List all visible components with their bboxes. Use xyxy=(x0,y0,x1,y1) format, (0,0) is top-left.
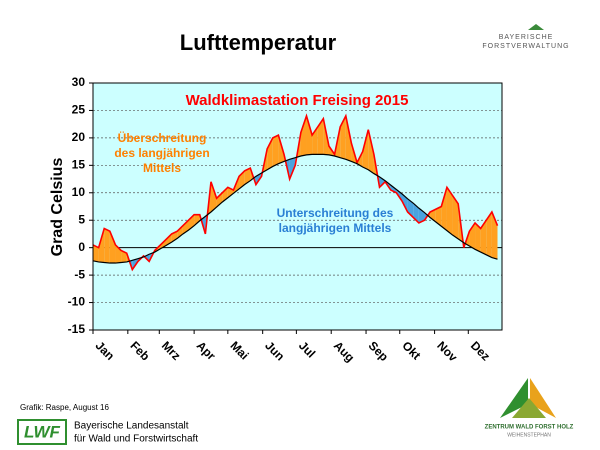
y-tick-label: 10 xyxy=(72,185,86,199)
deviation-fill xyxy=(446,187,453,236)
logo-top: BAYERISCHE xyxy=(499,34,554,41)
plot-frame xyxy=(92,82,503,331)
lwf-logo-box xyxy=(17,419,67,445)
deviation-fill xyxy=(306,115,313,155)
y-tick-label: 30 xyxy=(72,75,86,89)
x-tick-label: Okt xyxy=(399,338,423,362)
deviation-fill xyxy=(272,135,279,167)
logo-roof xyxy=(528,24,544,30)
deviation-fill xyxy=(379,176,386,188)
x-tick-label: Jul xyxy=(296,338,318,360)
lwf-logo: LWF xyxy=(24,422,60,441)
credit: Grafik: Raspe, August 16 xyxy=(20,403,109,412)
y-tick-label: 25 xyxy=(72,103,86,117)
deviation-fill xyxy=(452,195,459,239)
y-tick-label: -5 xyxy=(74,267,85,281)
annotation: Überschreitung xyxy=(118,130,207,145)
deviation-fill xyxy=(121,250,127,263)
x-tick-label: Dez xyxy=(468,338,493,363)
annotation: Mittels xyxy=(143,161,181,175)
series-line xyxy=(92,113,499,272)
x-tick-label: Mai xyxy=(227,338,251,362)
deviation-fill xyxy=(441,187,447,231)
x-tick-label: Apr xyxy=(194,338,219,363)
annotation: des langjährigen xyxy=(114,146,209,160)
deviation-fill xyxy=(93,244,99,262)
x-tick-label: Feb xyxy=(127,338,152,363)
annotation: Unterschreitung des xyxy=(277,206,394,220)
deviation-fill xyxy=(104,228,110,264)
deviation-fill xyxy=(345,115,352,162)
logo-bottom: FORSTVERWALTUNG xyxy=(482,43,569,50)
x-tick-label: Mrz xyxy=(159,338,184,363)
institute-line1: Bayerische Landesanstalt xyxy=(74,421,189,432)
x-tick-label: Sep xyxy=(366,338,391,363)
center-logo-left xyxy=(500,378,528,418)
deviation-fill xyxy=(475,222,481,253)
y-tick-label: -15 xyxy=(68,322,86,336)
deviation-fill xyxy=(216,192,223,208)
center-line2: WEIHENSTEPHAN xyxy=(507,432,551,438)
deviation-fill xyxy=(300,115,307,157)
deviation-fill xyxy=(390,185,397,193)
deviation-fill xyxy=(177,225,183,239)
chart-title: Waldklimastation Freising 2015 xyxy=(186,92,409,109)
deviation-fill xyxy=(267,137,273,170)
deviation-fill xyxy=(210,181,217,212)
deviation-fill xyxy=(430,209,436,222)
center-logo-right xyxy=(530,378,556,418)
page-title: Lufttemperatur xyxy=(180,30,337,55)
y-tick-label: 0 xyxy=(78,240,85,254)
annotation: langjährigen Mittels xyxy=(279,221,392,235)
y-tick-label: -10 xyxy=(68,295,86,309)
institute-line2: für Wald und Forstwirtschaft xyxy=(74,434,198,445)
x-tick-label: Aug xyxy=(331,338,357,364)
deviation-fill xyxy=(98,228,105,263)
center-line1: ZENTRUM WALD FORST HOLZ xyxy=(485,425,574,431)
y-axis-label: Grad Celsius xyxy=(49,158,66,257)
x-tick-label: Jan xyxy=(93,338,118,363)
deviation-fill xyxy=(486,211,492,258)
x-tick-label: Nov xyxy=(434,338,460,364)
plot-background xyxy=(93,83,502,330)
x-tick-label: Jun xyxy=(262,338,287,363)
plot: -15 -10 -5 0 5 10 15 20 25 30 Jan Feb Mrz Apr Mai Jun Ju… xyxy=(49,75,503,365)
deviation-fill xyxy=(401,193,408,212)
series-line xyxy=(92,153,498,264)
y-tick-label: 20 xyxy=(72,130,86,144)
deviation-fill xyxy=(435,206,442,227)
deviation-fill xyxy=(340,115,346,160)
deviation-fill xyxy=(362,129,369,170)
deviation-fill xyxy=(109,231,116,264)
deviation-fill xyxy=(244,168,251,185)
deviation-fill xyxy=(480,220,487,255)
deviation-fill xyxy=(317,118,324,155)
deviation-fill xyxy=(368,129,374,174)
deviation-fill xyxy=(194,214,200,226)
center-logo-mid xyxy=(512,398,546,418)
y-tick-label: 15 xyxy=(72,158,86,172)
y-tick-label: 5 xyxy=(78,212,85,226)
